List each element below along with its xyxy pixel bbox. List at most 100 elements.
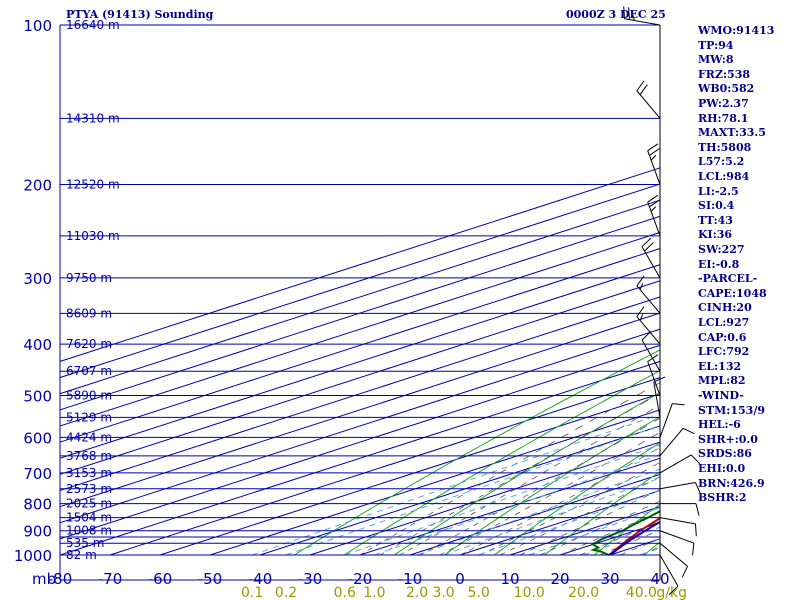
pressure-label: 600 [23,429,52,447]
mixing-ratio-label: 1.0 [363,585,385,600]
temperature-tick-label: 30 [600,570,619,588]
height-label: 16640 m [66,18,120,32]
wind-barb [647,201,661,237]
mixing-ratio-label: 3.0 [432,585,454,600]
pressure-label: 1000 [14,547,52,565]
temperature-tick-label: 0 [455,570,465,588]
height-label: 3153 m [66,466,112,480]
pressure-label: 700 [23,465,52,483]
moist-adiabat-line [500,185,800,556]
isotherm-line [60,199,660,395]
isotherm-line [60,167,660,362]
isotherm-line [359,457,660,556]
wind-barb-flag [682,427,695,435]
height-label: 1008 m [66,524,112,538]
temperature-tick-label: -20 [348,570,373,588]
height-label: 7620 m [66,337,112,351]
index-item: L57:5.2 [698,155,745,169]
index-item: TH:5808 [698,140,752,154]
index-item: STM:153/9 [698,403,765,417]
height-label: 1504 m [66,511,112,525]
index-item: EHI:0.0 [698,462,746,475]
isotherm-line [60,231,660,427]
index-item: MW:8 [698,53,734,67]
wind-barb-flag [636,80,645,92]
index-item: HEL:-6 [698,418,741,432]
wind-barb-flag [647,143,659,152]
wind-barb [659,427,684,457]
wind-barb [653,381,661,418]
index-item: RH:78.1 [698,111,749,125]
wind-barb [659,454,692,474]
index-item: LI:-2.5 [698,184,739,198]
index-item: LFC:792 [698,345,750,359]
mixing-ratio-label: 0.6 [334,585,356,600]
moist-adiabat-line [560,185,800,556]
index-item: FRZ:538 [698,67,751,81]
height-label: 14310 m [66,111,120,125]
isotherm-line [60,312,660,508]
pressure-label: 500 [23,387,52,405]
moist-adiabat-line [580,185,800,556]
wind-barb-flag [690,454,701,465]
temperature-tick-label: 10 [500,570,519,588]
mixing-ratio-label: 5.0 [467,585,489,600]
wind-barb-flag [647,194,659,203]
isotherm-line [60,248,660,443]
temperature-tick-label: -70 [98,570,123,588]
wind-barb-flag [694,523,697,537]
index-item: TP:94 [698,38,734,52]
index-item: SW:227 [698,243,745,256]
wind-barb-flag [681,566,689,578]
index-item: TT:43 [698,213,733,227]
wind-barb [636,316,661,345]
wind-barb-flag [639,283,644,290]
index-item: EL:132 [698,359,742,373]
isotherm-line [309,441,660,556]
wind-barb-flag [649,199,660,208]
wind-barb [647,361,661,396]
wind-barb [659,530,694,544]
wind-barb [659,403,673,438]
dewpoint-line [590,510,660,556]
isotherm-line [60,183,660,379]
wind-barb-flag [650,206,657,212]
height-label: 4424 m [66,430,112,444]
moist-adiabat-line [480,185,800,556]
isotherm-line [60,296,660,492]
index-item: SRDS:86 [698,447,752,461]
height-label: 5129 m [66,410,112,424]
wind-barb-flag [636,275,645,287]
temperature-tick-label: 20 [550,570,569,588]
wind-barb [636,285,661,314]
isotherm-line [60,215,660,411]
wind-barb [659,554,679,587]
temperature-tick-label: -40 [248,570,273,588]
index-item: CINH:20 [698,301,752,315]
wind-barb [641,246,661,279]
index-item: WB0:582 [698,82,755,96]
index-item: BRN:426.9 [698,476,765,490]
index-item: CAP:0.6 [698,330,747,344]
height-label: 12520 m [66,178,120,192]
height-label: 5890 m [66,388,112,402]
mixing-ratio-label: 10.0 [514,585,545,600]
wind-barb-flag [623,6,626,19]
isotherm-line [60,344,660,540]
wind-barb-flag [641,331,652,341]
mixing-ratio-label: 0.2 [275,585,297,600]
isotherm-line [109,377,660,556]
mixing-ratio-label: 0.1 [241,585,263,600]
index-item: LCL:927 [698,316,750,329]
temperature-tick-label: -60 [148,570,173,588]
isotherm-line [209,409,660,556]
index-item: LCL:984 [698,170,750,183]
wind-barb [659,542,688,567]
index-item: SI:0.4 [698,199,735,213]
height-label: 9750 m [66,271,112,285]
index-item: EI:-0.8 [698,257,740,271]
wind-barb [636,90,661,119]
index-item: WMO:91413 [698,24,775,37]
x-axis-unit-label: mb [32,570,56,588]
height-label: 8609 m [66,306,112,320]
